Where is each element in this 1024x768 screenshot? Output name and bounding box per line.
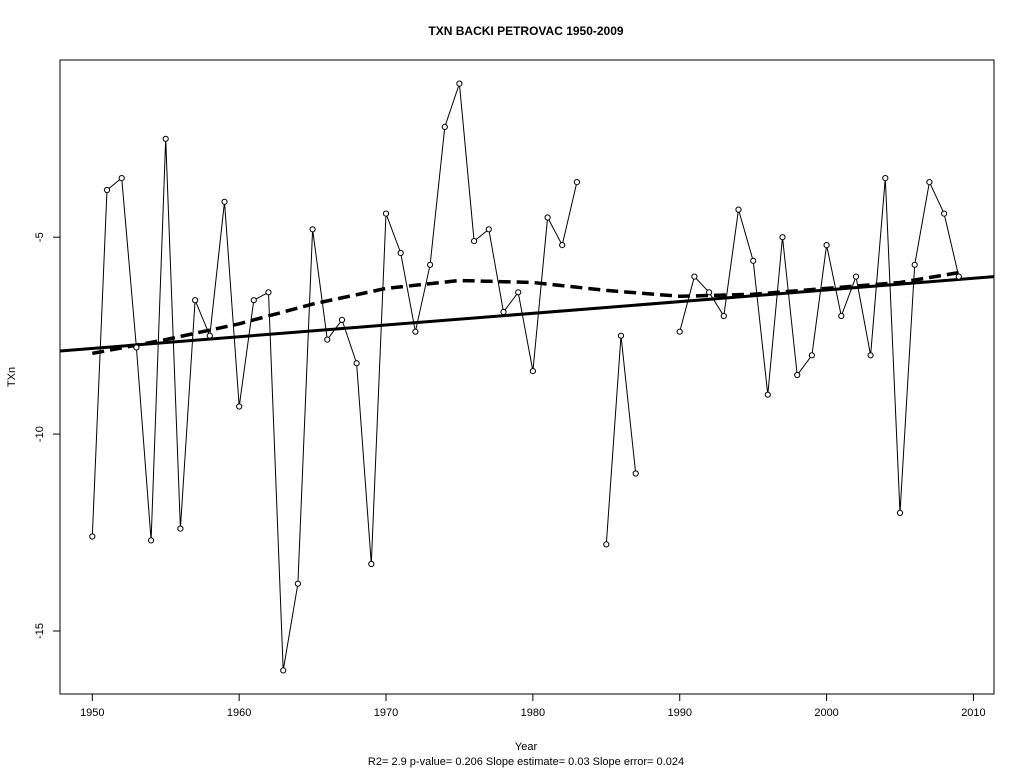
data-point <box>89 533 96 540</box>
data-point <box>412 328 419 335</box>
data-point <box>852 273 860 280</box>
data-point <box>617 332 625 339</box>
data-point <box>133 344 140 351</box>
data-point <box>294 580 301 587</box>
data-point <box>236 403 243 410</box>
data-point <box>309 226 316 233</box>
x-tick-label: 2010 <box>961 707 985 719</box>
data-point <box>720 312 727 320</box>
x-tick-label: 1990 <box>667 707 691 719</box>
data-point <box>706 289 713 296</box>
data-point <box>324 336 331 343</box>
data-point <box>808 352 816 359</box>
data-point <box>118 175 125 182</box>
data-point <box>896 509 904 517</box>
data-point <box>838 312 845 320</box>
series-line <box>91 83 578 671</box>
smooth-curve <box>91 270 960 356</box>
data-point <box>735 206 742 213</box>
data-point <box>250 297 257 304</box>
data-point <box>397 249 404 257</box>
data-point <box>955 273 962 280</box>
y-tick-label: -10 <box>34 426 46 442</box>
y-axis-label: TXn <box>6 367 18 387</box>
data-point <box>338 316 346 323</box>
data-point <box>603 541 610 548</box>
data-point <box>515 289 522 296</box>
data-point <box>471 238 478 245</box>
data-point <box>265 289 272 296</box>
y-tick-label: -5 <box>34 232 46 242</box>
data-point <box>941 210 948 217</box>
axes: 1950 1960 1970 1980 1990 2000 2010 -5 -10 -15 <box>34 232 986 719</box>
y-tick-label: -15 <box>34 623 46 639</box>
stats-footer: R2= 2.9 p-value= 0.206 Slope estimate= 0… <box>368 756 684 768</box>
data-point <box>192 297 199 304</box>
series-line <box>679 178 960 513</box>
x-tick-label: 1950 <box>80 707 104 719</box>
data-point <box>280 667 287 674</box>
data-point <box>750 257 757 264</box>
data-point <box>353 360 360 367</box>
trend-line <box>60 275 994 353</box>
data-point <box>427 261 434 268</box>
data-point <box>676 328 683 335</box>
x-tick-label: 1980 <box>521 707 545 719</box>
data-point <box>544 214 551 221</box>
plot-area <box>60 80 994 674</box>
series-line <box>605 335 637 545</box>
data-point <box>867 352 874 359</box>
data-point <box>206 332 213 339</box>
x-tick-label: 2000 <box>814 707 838 719</box>
data-point <box>529 368 537 375</box>
data-point <box>382 210 390 217</box>
plot-frame <box>59 59 995 695</box>
data-point <box>926 179 933 186</box>
data-point <box>882 175 889 182</box>
data-point <box>764 391 771 398</box>
data-point <box>456 80 463 87</box>
data-point <box>911 261 918 268</box>
data-point <box>177 525 184 532</box>
data-point <box>779 234 786 241</box>
data-point <box>221 198 228 205</box>
data-point <box>162 135 169 142</box>
x-tick-label: 1970 <box>374 707 398 719</box>
data-point <box>103 186 111 194</box>
data-point <box>441 123 448 131</box>
data-point <box>691 273 698 280</box>
data-point <box>573 179 581 186</box>
data-point <box>794 371 801 379</box>
data-point <box>368 560 375 568</box>
data-point <box>559 242 566 249</box>
x-axis-label: Year <box>515 741 538 753</box>
x-tick-label: 1960 <box>227 707 251 719</box>
data-point <box>485 226 492 233</box>
data-point <box>500 308 507 316</box>
data-point <box>823 242 830 249</box>
chart-title: TXN BACKI PETROVAC 1950-2009 <box>428 24 623 38</box>
data-point <box>148 537 155 544</box>
data-point <box>632 470 639 477</box>
